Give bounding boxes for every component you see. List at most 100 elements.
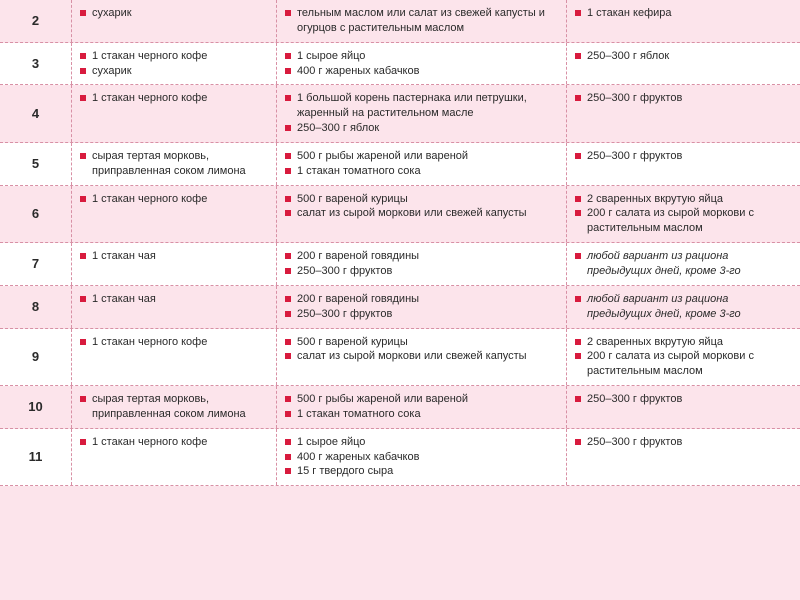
meal-list: 250–300 г фруктов <box>575 392 792 407</box>
meal-list: 500 г вареной курицысалат из сырой морко… <box>285 335 558 365</box>
meal-list: сырая тертая морковь, приправленная соко… <box>80 392 268 422</box>
meal-item: 500 г рыбы жареной или вареной <box>285 149 558 164</box>
meal-item: 15 г твердого сыра <box>285 464 558 479</box>
meal-item: 2 сваренных вкрутую яйца <box>575 335 792 350</box>
meal-item: 250–300 г фруктов <box>575 392 792 407</box>
table-row: 5 сырая тертая морковь, приправленная сок… <box>0 143 800 186</box>
meal-list: 1 стакан черного кофе <box>80 335 268 350</box>
meal-list: 2 сваренных вкрутую яйца200 г салата из … <box>575 335 792 380</box>
meal-cell-a: 1 стакан черного кофе <box>72 429 277 486</box>
meal-item: сырая тертая морковь, приправленная соко… <box>80 392 268 422</box>
meal-cell-c: любой вариант из рациона предыдущих дней… <box>567 286 800 328</box>
meal-item: 1 стакан кефира <box>575 6 792 21</box>
meal-item: салат из сырой моркови или свежей капуст… <box>285 349 558 364</box>
meal-list: 200 г вареной говядины250–300 г фруктов <box>285 292 558 322</box>
meal-item: 1 стакан томатного сока <box>285 407 558 422</box>
meal-cell-b: тельным маслом или салат из свежей капус… <box>277 0 567 42</box>
meal-list: любой вариант из рациона предыдущих дней… <box>575 249 792 279</box>
meal-list: 2 сваренных вкрутую яйца200 г салата из … <box>575 192 792 237</box>
meal-list: 1 стакан кефира <box>575 6 792 21</box>
meal-list: сухарик <box>80 6 268 21</box>
meal-item: 1 стакан черного кофе <box>80 335 268 350</box>
diet-table: 2 сухарик тельным маслом или салат из свеж… <box>0 0 800 486</box>
meal-list: 250–300 г яблок <box>575 49 792 64</box>
meal-item: 250–300 г яблок <box>575 49 792 64</box>
meal-list: 1 стакан черного кофе <box>80 192 268 207</box>
table-row: 2 сухарик тельным маслом или салат из свеж… <box>0 0 800 43</box>
meal-item: 1 стакан черного кофе <box>80 192 268 207</box>
meal-list: 1 стакан черного кофе <box>80 91 268 106</box>
meal-cell-b: 200 г вареной говядины250–300 г фруктов <box>277 243 567 285</box>
day-number: 4 <box>0 85 72 142</box>
meal-item: 200 г салата из сырой моркови с растител… <box>575 349 792 379</box>
meal-item: сырая тертая морковь, приправленная соко… <box>80 149 268 179</box>
table-row: 4 1 стакан черного кофе 1 большой корень п… <box>0 85 800 143</box>
meal-cell-c: 250–300 г фруктов <box>567 143 800 185</box>
meal-item: 1 большой корень пастернака или петрушки… <box>285 91 558 121</box>
meal-list: 1 стакан чая <box>80 292 268 307</box>
meal-cell-b: 500 г рыбы жареной или вареной1 стакан т… <box>277 143 567 185</box>
meal-list: 500 г рыбы жареной или вареной1 стакан т… <box>285 392 558 422</box>
meal-cell-c: 250–300 г фруктов <box>567 429 800 486</box>
meal-item: 500 г вареной курицы <box>285 335 558 350</box>
meal-list: сырая тертая морковь, приправленная соко… <box>80 149 268 179</box>
meal-cell-c: 250–300 г яблок <box>567 43 800 85</box>
meal-cell-c: 1 стакан кефира <box>567 0 800 42</box>
meal-item: 1 стакан черного кофе <box>80 49 268 64</box>
meal-cell-a: сырая тертая морковь, приправленная соко… <box>72 386 277 428</box>
meal-item: 250–300 г фруктов <box>575 91 792 106</box>
table-row: 8 1 стакан чая 200 г вареной говядины250–3… <box>0 286 800 329</box>
meal-item: любой вариант из рациона предыдущих дней… <box>575 292 792 322</box>
meal-cell-a: 1 стакан черного кофесухарик <box>72 43 277 85</box>
meal-item: 1 сырое яйцо <box>285 435 558 450</box>
meal-item: 400 г жареных кабачков <box>285 64 558 79</box>
meal-item: любой вариант из рациона предыдущих дней… <box>575 249 792 279</box>
meal-item: 1 сырое яйцо <box>285 49 558 64</box>
meal-cell-a: 1 стакан черного кофе <box>72 329 277 386</box>
day-number: 5 <box>0 143 72 185</box>
meal-cell-a: 1 стакан черного кофе <box>72 186 277 243</box>
meal-list: 250–300 г фруктов <box>575 435 792 450</box>
table-row: 7 1 стакан чая 200 г вареной говядины250–3… <box>0 243 800 286</box>
meal-item: 400 г жареных кабачков <box>285 450 558 465</box>
meal-list: 1 стакан чая <box>80 249 268 264</box>
day-number: 6 <box>0 186 72 243</box>
meal-cell-b: 500 г рыбы жареной или вареной1 стакан т… <box>277 386 567 428</box>
meal-list: любой вариант из рациона предыдущих дней… <box>575 292 792 322</box>
meal-item: сухарик <box>80 6 268 21</box>
meal-cell-b: 1 сырое яйцо400 г жареных кабачков <box>277 43 567 85</box>
meal-cell-b: 1 большой корень пастернака или петрушки… <box>277 85 567 142</box>
meal-list: 1 сырое яйцо400 г жареных кабачков <box>285 49 558 79</box>
table-row: 6 1 стакан черного кофе 500 г вареной кури… <box>0 186 800 244</box>
day-number: 2 <box>0 0 72 42</box>
meal-cell-c: 250–300 г фруктов <box>567 85 800 142</box>
meal-cell-a: сырая тертая морковь, приправленная соко… <box>72 143 277 185</box>
day-number: 8 <box>0 286 72 328</box>
meal-item: салат из сырой моркови или свежей капуст… <box>285 206 558 221</box>
table-row: 31 стакан черного кофесухарик1 сырое яйц… <box>0 43 800 86</box>
meal-list: 1 стакан черного кофе <box>80 435 268 450</box>
meal-cell-c: 2 сваренных вкрутую яйца200 г салата из … <box>567 329 800 386</box>
meal-item: 250–300 г яблок <box>285 121 558 136</box>
meal-cell-a: 1 стакан чая <box>72 286 277 328</box>
day-number: 7 <box>0 243 72 285</box>
table-row: 111 стакан черного кофе1 сырое яйцо400 г… <box>0 429 800 487</box>
meal-item: 2 сваренных вкрутую яйца <box>575 192 792 207</box>
meal-item: тельным маслом или салат из свежей капус… <box>285 6 558 36</box>
meal-cell-a: 1 стакан чая <box>72 243 277 285</box>
meal-cell-c: 250–300 г фруктов <box>567 386 800 428</box>
meal-list: 250–300 г фруктов <box>575 149 792 164</box>
meal-cell-c: любой вариант из рациона предыдущих дней… <box>567 243 800 285</box>
table-row: 9 1 стакан черного кофе 500 г вареной кури… <box>0 329 800 387</box>
meal-item: 200 г вареной говядины <box>285 249 558 264</box>
meal-item: 1 стакан черного кофе <box>80 91 268 106</box>
day-number: 9 <box>0 329 72 386</box>
meal-list: 500 г рыбы жареной или вареной1 стакан т… <box>285 149 558 179</box>
meal-item: 500 г вареной курицы <box>285 192 558 207</box>
meal-item: 250–300 г фруктов <box>285 264 558 279</box>
meal-cell-b: 1 сырое яйцо400 г жареных кабачков15 г т… <box>277 429 567 486</box>
meal-list: 1 большой корень пастернака или петрушки… <box>285 91 558 136</box>
table-row: 10сырая тертая морковь, приправленная со… <box>0 386 800 429</box>
meal-list: 250–300 г фруктов <box>575 91 792 106</box>
meal-item: 200 г вареной говядины <box>285 292 558 307</box>
